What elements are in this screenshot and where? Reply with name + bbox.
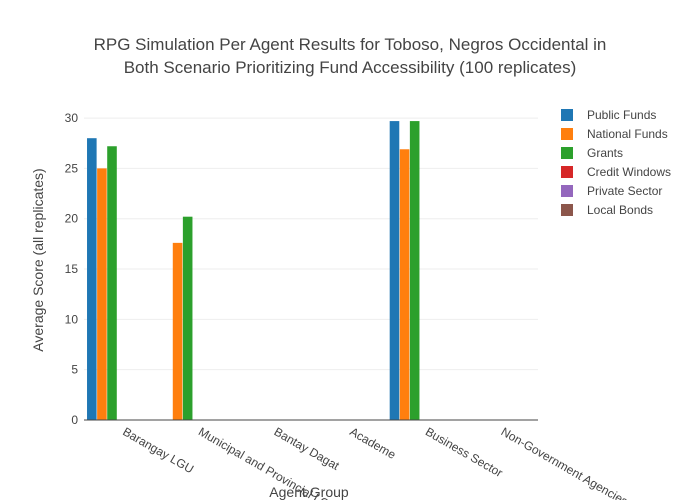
legend-label: Local Bonds xyxy=(587,203,653,217)
legend-swatch xyxy=(561,109,573,121)
x-tick-label: Non-Government Agencies xyxy=(499,424,631,500)
x-tick-label: Business Sector xyxy=(423,424,505,479)
y-tick-label: 10 xyxy=(65,312,79,326)
legend-label: Public Funds xyxy=(587,108,656,122)
chart-title-line-1: RPG Simulation Per Agent Results for Tob… xyxy=(94,35,607,54)
y-tick-label: 30 xyxy=(65,111,79,125)
bar-national-funds-1 xyxy=(172,242,183,420)
bar-grants-0 xyxy=(107,146,117,420)
bar-public-funds-0 xyxy=(87,138,97,420)
legend-label: Grants xyxy=(587,146,623,160)
legend-swatch xyxy=(561,128,573,140)
y-tick-label: 0 xyxy=(71,413,78,427)
legend: Public Funds National Funds Grants Credit W… xyxy=(561,108,671,217)
x-tick-label: Bantay Dagat xyxy=(272,424,343,473)
x-tick-label: Barangay LGU xyxy=(120,424,196,476)
x-axis-title: Agent Group xyxy=(269,484,349,500)
bar-public-funds-4 xyxy=(389,121,400,421)
legend-swatch xyxy=(561,166,573,178)
bar-national-funds-4 xyxy=(399,149,410,420)
legend-swatch xyxy=(561,185,573,197)
y-tick-label: 20 xyxy=(65,212,79,226)
legend-swatch xyxy=(561,204,573,216)
bars xyxy=(87,121,420,421)
grid-lines xyxy=(84,117,538,371)
legend-swatch xyxy=(561,147,573,159)
y-axis-ticks: 0 5 10 15 20 25 30 xyxy=(65,111,79,427)
legend-label: National Funds xyxy=(587,127,668,141)
y-tick-label: 25 xyxy=(65,161,79,175)
y-tick-label: 5 xyxy=(71,363,78,377)
bar-grants-4 xyxy=(409,121,420,421)
bar-national-funds-0 xyxy=(97,168,107,420)
x-tick-label: Academe xyxy=(347,424,398,462)
chart-title-line-2: Both Scenario Prioritizing Fund Accessib… xyxy=(124,58,577,77)
y-axis-title: Average Score (all replicates) xyxy=(30,168,46,351)
legend-label: Credit Windows xyxy=(587,165,671,179)
y-tick-label: 15 xyxy=(65,262,79,276)
bar-grants-1 xyxy=(182,216,193,420)
legend-label: Private Sector xyxy=(587,184,662,198)
x-axis-ticks: Barangay LGU Municipal and Provincial LGU… xyxy=(120,424,630,500)
